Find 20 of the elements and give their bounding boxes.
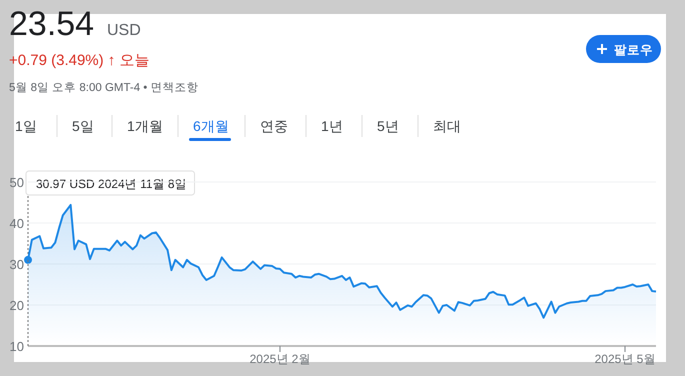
- y-tick-label: 50: [10, 175, 24, 190]
- text: 1년: [321, 118, 343, 134]
- text: 1개월: [127, 118, 163, 134]
- x-tick-label: 2025년 5월: [594, 352, 656, 366]
- text: 연중: [260, 118, 288, 134]
- text: 5월 8일 오후 8:00 GMT-4 • 면책조항: [9, 82, 199, 94]
- text: 6개월: [193, 118, 229, 134]
- button-follow: 팔로우: [586, 35, 661, 63]
- y-tick-label: 20: [10, 298, 24, 313]
- text: +0.79 (3.49%) ↑ 오늘: [9, 52, 150, 69]
- x-tick-label: 2025년 2월: [250, 352, 310, 366]
- chart-title: 23.54: [9, 5, 94, 43]
- text: 최대: [433, 118, 461, 134]
- y-tick-label: 30: [10, 257, 24, 272]
- y-tick-label: 40: [10, 216, 24, 231]
- text: 5일: [72, 118, 94, 134]
- text: 1일: [15, 118, 37, 134]
- chart-subtitle: USD: [107, 22, 141, 39]
- y-tick-label: 10: [10, 339, 24, 354]
- text: 5년: [377, 118, 399, 134]
